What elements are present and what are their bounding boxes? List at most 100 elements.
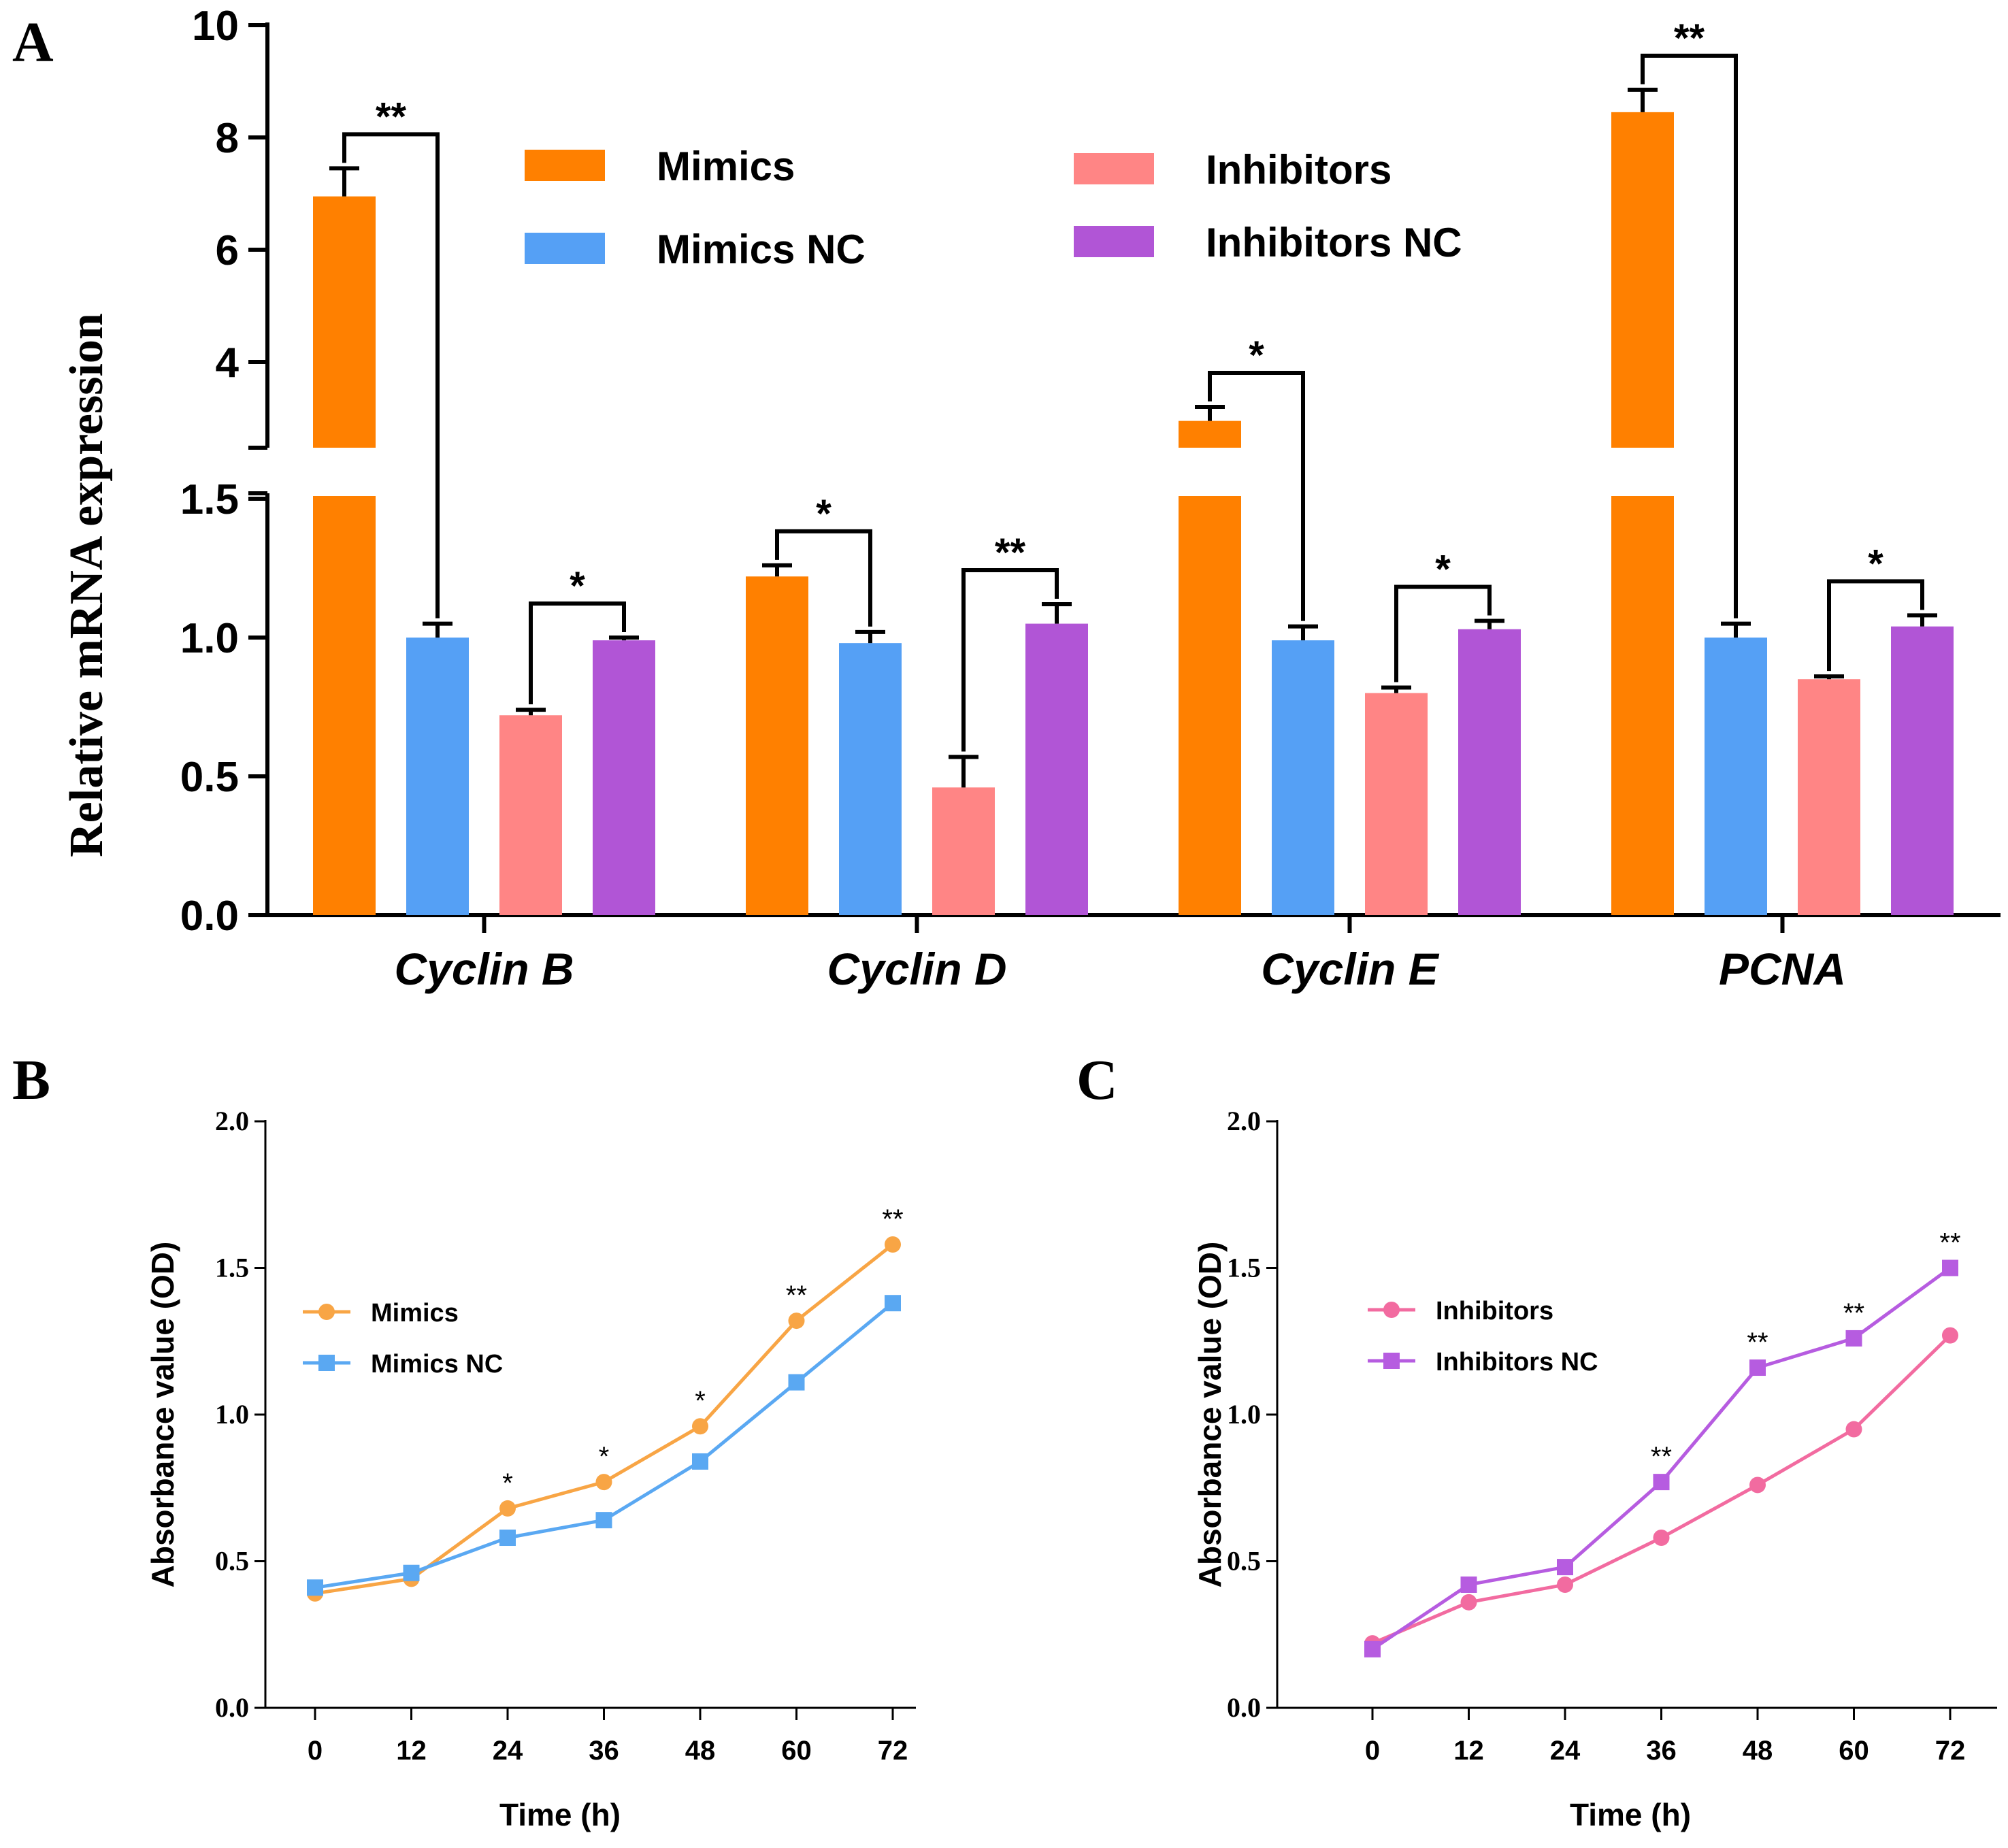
data-point-mimics-nc [403,1564,420,1581]
y-tick-label: 0.5 [180,754,239,801]
legend-label-inhibitors: Inhibitors [1206,147,1392,193]
y-tick-label: 1.5 [215,1253,249,1283]
panel-letter-a: A [12,11,54,74]
bar-mimics-cyclin-d [746,576,808,915]
legend-swatch-mimics [525,150,605,181]
significance-bracket [775,529,872,627]
significance-bracket [1827,579,1924,672]
significance-label: ** [786,1281,807,1310]
data-point-mimics [885,1236,901,1253]
bar-inhibitors-cyclin-e [1365,693,1428,915]
bar-mimics-cyclin-e [1179,420,1241,448]
x-axis-title: Time (h) [499,1797,621,1832]
bar-inhibitors-nc-cyclin-e [1458,629,1521,915]
y-tick-label: 1.5 [1227,1253,1261,1283]
legend-label-inhibitors: Inhibitors [1436,1297,1553,1325]
y-axis-title-a: Relative mRNA expression [61,313,113,857]
y-tick-label: 0.0 [1227,1692,1261,1723]
data-point-inhibitors-nc [1749,1359,1766,1376]
x-tick-label: 72 [1935,1736,1966,1766]
y-tick-label: 0.5 [215,1546,249,1577]
significance-bracket [961,568,1059,752]
significance-label: * [1249,333,1264,378]
x-tick-label: 24 [1550,1736,1581,1766]
bar-inhibitors-cyclin-d [932,787,995,915]
bar-mimics-cyclin-b-lower [313,496,376,915]
significance-bracket [1641,53,1738,618]
data-point-inhibitors-nc [1653,1474,1670,1491]
bar-mimics-pcna-lower [1611,496,1674,915]
legend-label-inhibitors-nc: Inhibitors NC [1206,220,1462,265]
data-point-inhibitors [1460,1594,1477,1611]
bar-mimics-pcna [1611,112,1674,448]
significance-bracket [1394,584,1492,682]
x-tick-label: 0 [308,1736,323,1766]
category-label-cyclin-b: Cyclin B [394,944,574,994]
data-point-mimics-nc [595,1512,612,1529]
bar-inhibitors-nc-cyclin-b [593,640,655,915]
x-tick-label: 72 [878,1736,908,1766]
significance-label: * [502,1468,513,1498]
significance-label: ** [1747,1327,1768,1357]
y-tick-label: 0.0 [180,893,239,940]
data-point-inhibitors-nc [1942,1259,1958,1276]
data-point-inhibitors [1653,1530,1670,1547]
legend-marker-inhibitors-nc [1383,1353,1400,1369]
data-point-inhibitors-nc [1845,1330,1862,1347]
y-tick-label: 8 [216,115,239,162]
data-point-inhibitors-nc [1460,1576,1477,1593]
data-point-mimics [499,1500,516,1517]
legend-swatch-inhibitors [1074,153,1154,184]
significance-label: * [1435,548,1451,592]
bar-mimics-cyclin-b [313,196,376,448]
y-axis-title: Absorbance value (OD) [145,1242,180,1588]
y-tick-label: 4 [216,340,240,386]
significance-label: ** [376,95,407,139]
legend-label-mimics: Mimics [371,1299,459,1327]
data-point-mimics [692,1418,708,1435]
x-tick-label: 60 [1839,1736,1869,1766]
data-point-mimics-nc [788,1374,805,1391]
data-point-mimics-nc [307,1579,323,1596]
significance-label: * [570,564,585,608]
x-tick-label: 36 [589,1736,619,1766]
legend-marker-mimics-nc [318,1355,335,1371]
significance-label: ** [1651,1442,1672,1472]
significance-label: ** [995,531,1026,575]
bar-inhibitors-nc-pcna [1891,626,1954,915]
y-axis-title: Absorbance value (OD) [1192,1242,1228,1588]
category-label-pcna: PCNA [1719,944,1846,994]
y-tick-label: 10 [192,3,239,50]
bar-mimics-nc-pcna [1705,638,1767,915]
y-tick-label: 2.0 [1227,1106,1261,1136]
x-tick-label: 48 [685,1736,716,1766]
legend-label-mimics: Mimics [657,144,795,189]
data-point-inhibitors-nc [1557,1559,1573,1576]
x-axis-title: Time (h) [1570,1797,1691,1832]
x-tick-label: 0 [1365,1736,1380,1766]
data-point-mimics [595,1474,612,1491]
line-chart-panel-c: 0.0 0.5 1.0 1.5 2.0 0 12 24 36 48 60 72 Time (h) Abso… [1192,1106,1997,1832]
category-label-cyclin-e: Cyclin E [1261,944,1439,994]
y-tick-label: 1.0 [180,615,239,662]
line-chart-panel-b: 0.0 0.5 1.0 1.5 2.0 0 12 24 36 48 60 72 Time (h) Abso… [145,1106,916,1832]
bar-mimics-nc-cyclin-b [406,638,469,915]
y-tick-label: 2.0 [215,1106,249,1136]
significance-label: * [599,1442,610,1472]
data-point-mimics-nc [499,1530,516,1547]
data-point-mimics-nc [692,1453,708,1470]
bar-mimics-nc-cyclin-d [839,643,902,915]
legend-label-mimics-nc: Mimics NC [657,227,866,272]
data-point-mimics-nc [885,1295,901,1312]
bar-inhibitors-cyclin-b [499,715,562,915]
x-tick-label: 36 [1646,1736,1677,1766]
y-tick-label: 0.5 [1227,1546,1261,1577]
significance-label: ** [1843,1298,1864,1328]
legend-marker-mimics [318,1304,335,1320]
y-tick-label: 6 [216,227,239,274]
bar-mimics-nc-cyclin-e [1272,640,1334,915]
x-tick-label: 12 [396,1736,427,1766]
legend-marker-inhibitors [1383,1302,1400,1318]
legend-swatch-inhibitors-nc [1074,226,1154,257]
